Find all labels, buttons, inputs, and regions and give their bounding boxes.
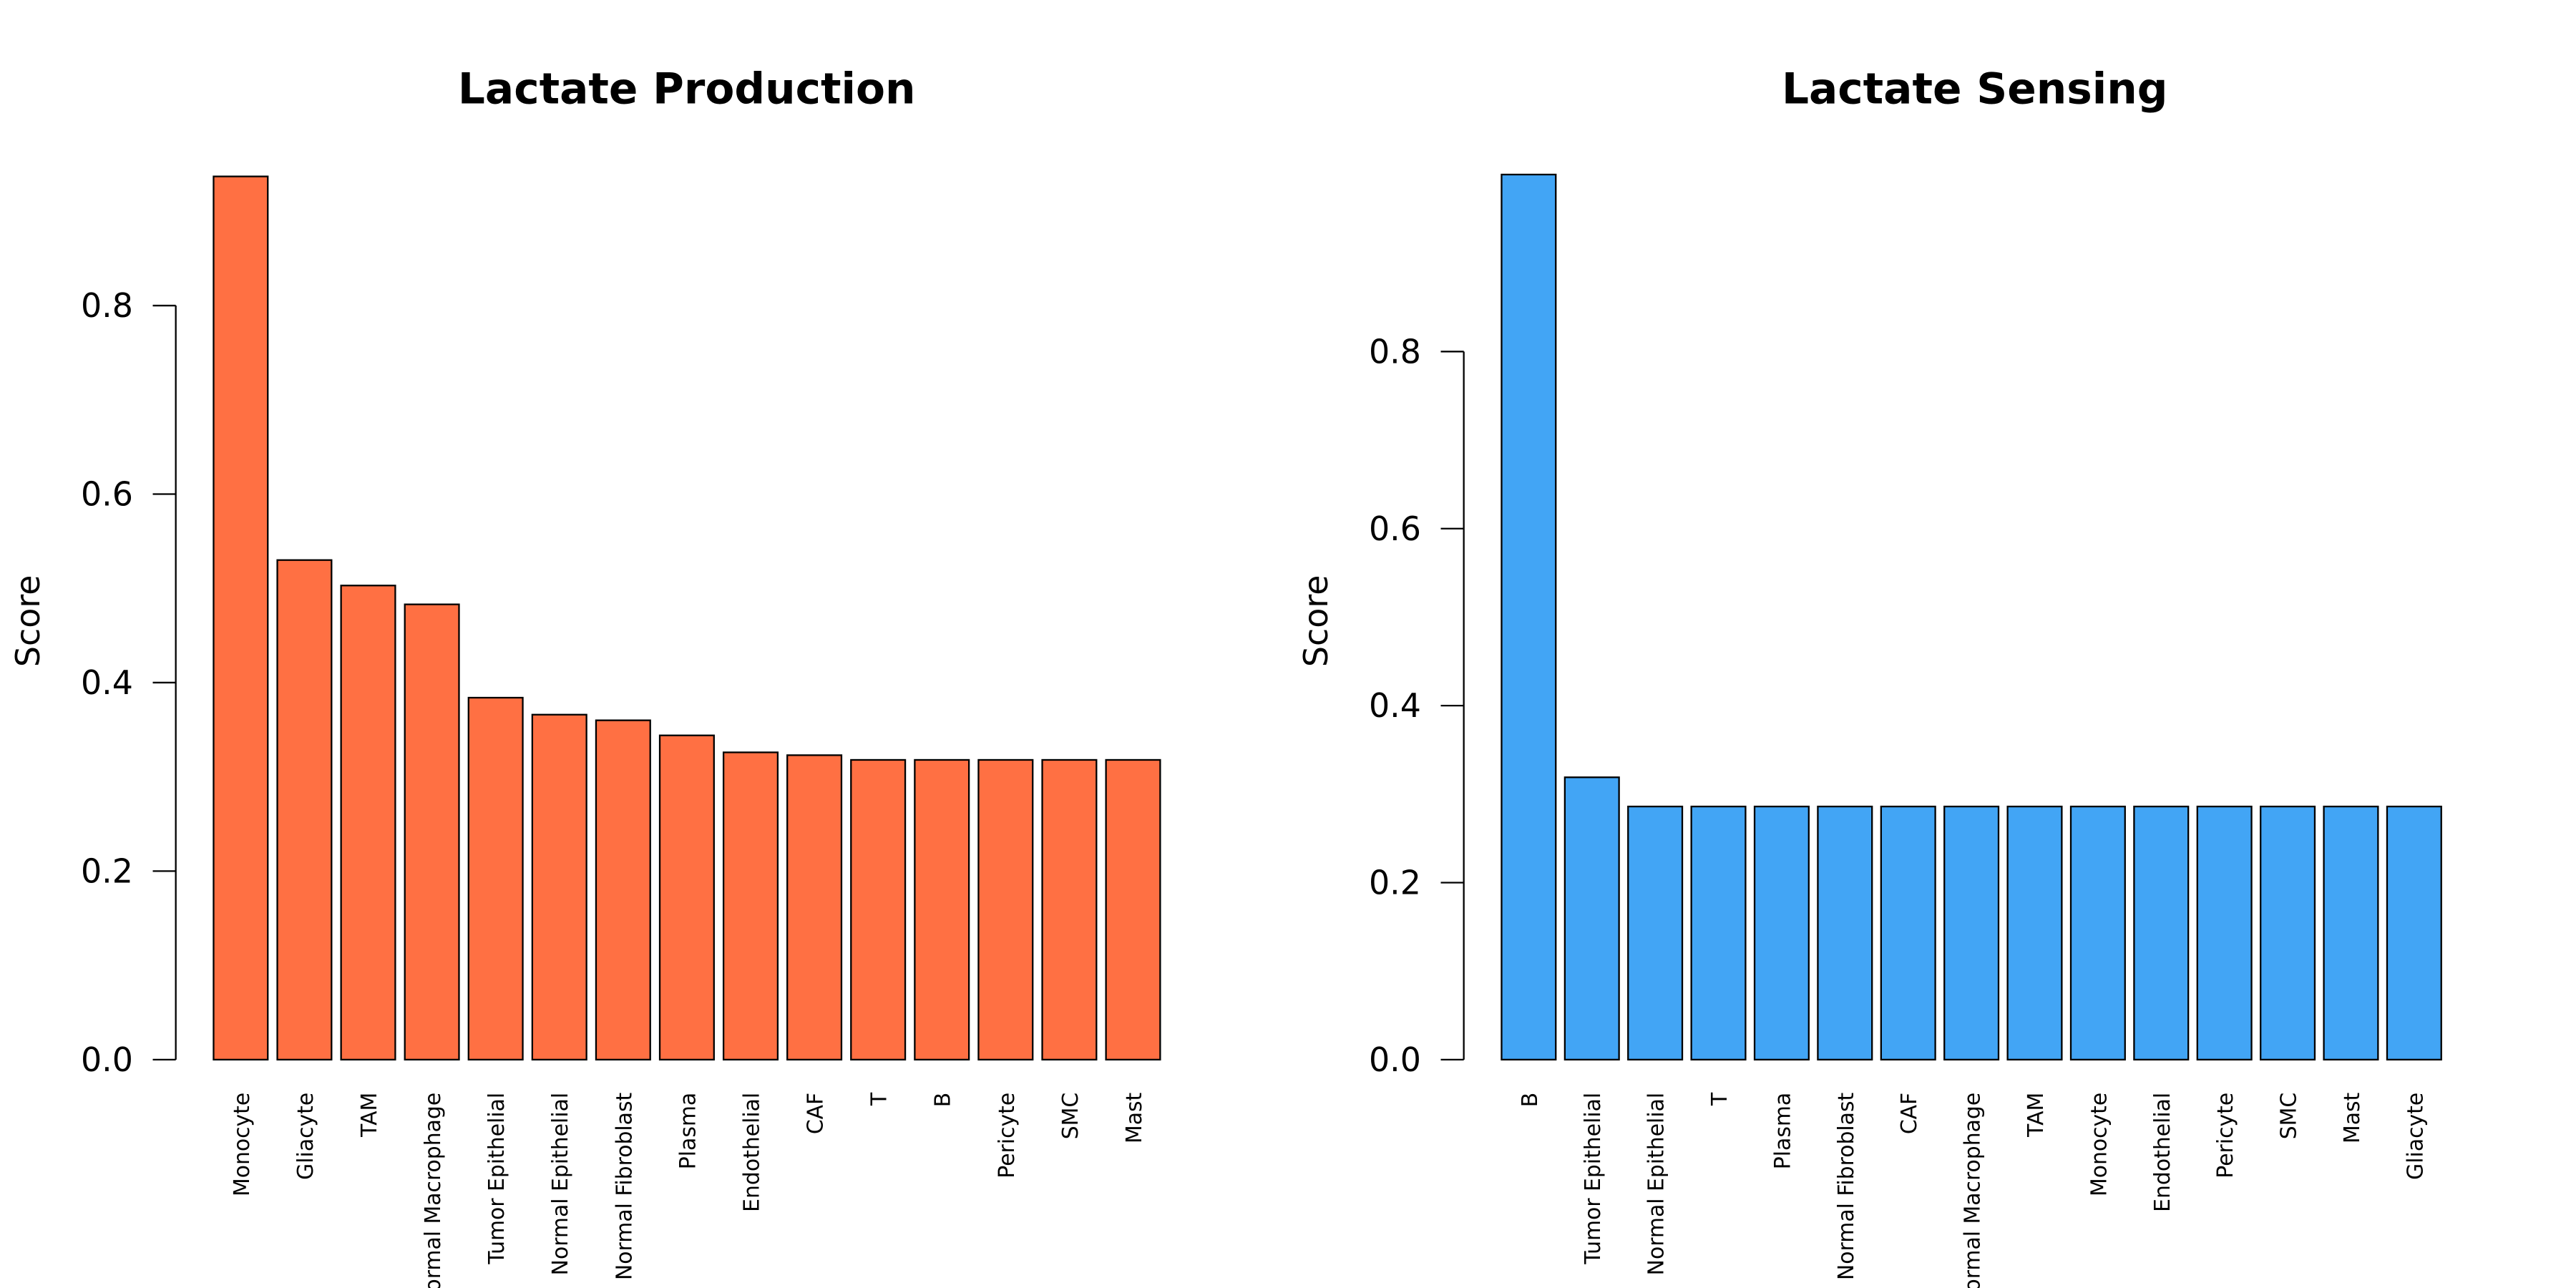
y-tick-label: 0.0 [81,1040,133,1079]
x-tick-label: Monocyte [2087,1093,2112,1196]
y-tick-label: 0.6 [1369,509,1421,548]
bar-tumor-epithelial [467,696,524,1061]
bar-normal-macrophage [404,603,460,1061]
bar-pericyte [977,758,1034,1061]
y-tick-label: 0.4 [81,663,133,702]
x-tick-label: Normal Fibroblast [612,1093,637,1280]
y-tick-label: 0.4 [1369,686,1421,725]
x-tick-label: B [931,1093,956,1107]
bar-b [914,758,970,1061]
lactate-sensing-panel: Lactate Sensing Score 0.0 0.2 0.4 0.6 0.8 B Tu… [1297,65,2442,1288]
x-tick-label: Mast [1122,1093,1147,1143]
y-axis-label: Score [1297,575,1335,668]
bar-caf [786,754,843,1061]
x-tick-label: TAM [2024,1093,2049,1138]
y-axis-label: Score [9,575,47,668]
x-tick-label: CAF [804,1093,829,1134]
x-tick-label: Plasma [1770,1093,1795,1169]
x-tick-label: Monocyte [230,1093,255,1196]
x-tick-label: Normal Fibroblast [1834,1093,1859,1280]
x-tick-label: CAF [1897,1093,1922,1134]
bar-tumor-epithelial [1563,776,1620,1061]
bar-normal-epithelial [531,713,587,1061]
y-tick-label: 0.2 [1369,864,1421,902]
bar-gliacyte [2386,805,2442,1061]
chart-title: Lactate Sensing [1782,65,2167,114]
x-tick-label: T [1707,1092,1732,1106]
bar-pericyte [2196,805,2253,1061]
bar-gliacyte [276,559,333,1061]
y-tick-label: 0.2 [81,852,133,890]
x-tick-label: Tumor Epithelial [1581,1093,1606,1265]
bar-tam [2006,805,2063,1061]
x-tick-label: Endothelial [739,1093,764,1212]
bar-t [850,758,907,1061]
bar-b [1501,173,1557,1061]
x-tick-label: Normal Epithelial [548,1093,573,1276]
x-tick-label: Pericyte [995,1093,1020,1179]
x-tick-label: B [1518,1093,1543,1107]
bar-mast [2323,805,2379,1061]
x-tick-label: SMC [1058,1093,1083,1139]
x-tick-label: Normal Macrophage [1961,1093,1986,1288]
y-tick-label: 0.0 [1369,1040,1421,1079]
x-tick-label: Gliacyte [2403,1093,2428,1180]
x-tick-label: Tumor Epithelial [484,1093,509,1265]
bar-normal-fibroblast [595,719,651,1061]
bar-mast [1105,758,1161,1061]
x-tick-label: Endothelial [2150,1093,2175,1212]
bar-endothelial [722,751,779,1061]
x-tick-label: Normal Macrophage [421,1093,446,1288]
bar-smc [1041,758,1098,1061]
x-tick-label: Pericyte [2213,1093,2238,1179]
x-tick-label: T [867,1092,892,1106]
bar-tam [340,585,396,1061]
lactate-production-panel: Lactate Production Score 0.0 0.2 0.4 0.6 0.8… [9,65,1161,1288]
x-tick-label: Mast [2340,1093,2365,1143]
bar-t [1690,805,1747,1061]
bar-normal-macrophage [1943,805,2000,1061]
x-tick-label: Plasma [675,1093,701,1169]
bar-caf [1880,805,1936,1061]
y-tick-label: 0.6 [81,475,133,514]
chart-title: Lactate Production [458,65,916,114]
bar-normal-fibroblast [1817,805,1873,1061]
x-tick-label: Gliacyte [293,1093,318,1180]
bar-plasma [658,734,715,1061]
x-tick-label: TAM [357,1093,382,1138]
bar-normal-epithelial [1627,805,1684,1061]
bar-plasma [1753,805,1810,1061]
bar-monocyte [213,175,269,1061]
y-tick-label: 0.8 [1369,332,1421,371]
bar-endothelial [2133,805,2190,1061]
y-tick-label: 0.8 [81,286,133,325]
x-tick-label: SMC [2277,1093,2302,1139]
bar-monocyte [2069,805,2126,1061]
bar-smc [2260,805,2316,1061]
x-tick-label: Normal Epithelial [1644,1093,1669,1276]
